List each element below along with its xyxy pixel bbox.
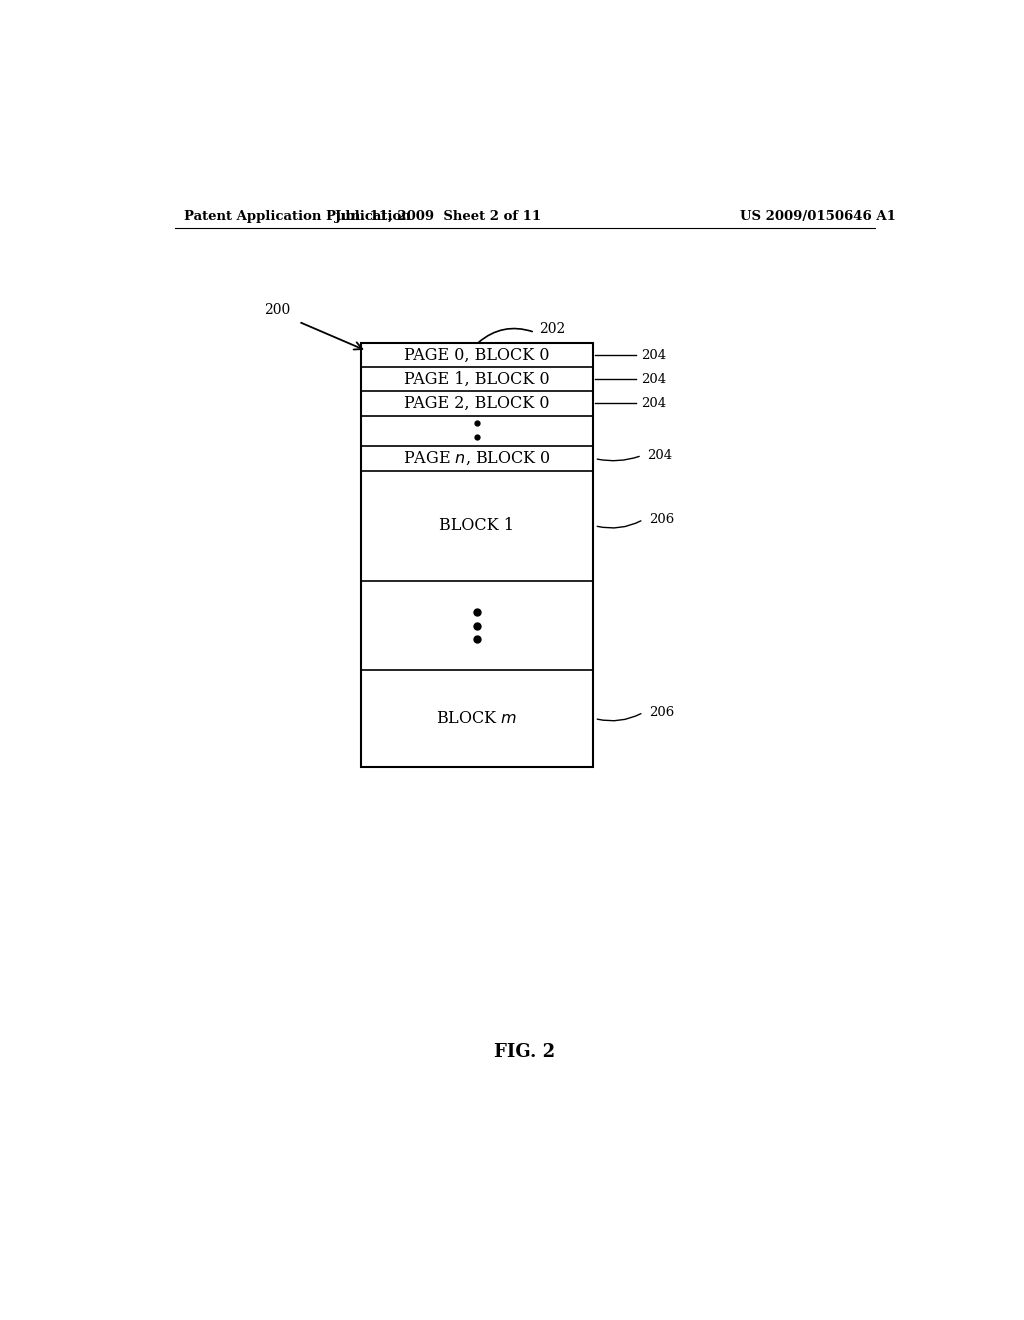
- Text: 204: 204: [641, 348, 667, 362]
- Text: 206: 206: [649, 513, 674, 527]
- Text: Jun. 11, 2009  Sheet 2 of 11: Jun. 11, 2009 Sheet 2 of 11: [335, 210, 541, 223]
- Text: PAGE $\mathit{n}$, BLOCK 0: PAGE $\mathit{n}$, BLOCK 0: [402, 450, 551, 467]
- Text: PAGE 2, BLOCK 0: PAGE 2, BLOCK 0: [404, 395, 550, 412]
- Text: BLOCK $\mathit{m}$: BLOCK $\mathit{m}$: [436, 710, 517, 727]
- Text: PAGE 1, BLOCK 0: PAGE 1, BLOCK 0: [403, 371, 550, 388]
- Text: 204: 204: [647, 449, 673, 462]
- Text: 200: 200: [263, 304, 290, 317]
- Text: 202: 202: [539, 322, 565, 337]
- Text: US 2009/0150646 A1: US 2009/0150646 A1: [740, 210, 896, 223]
- Text: BLOCK 1: BLOCK 1: [439, 517, 514, 535]
- Bar: [360, 343, 593, 767]
- Text: 204: 204: [641, 372, 667, 385]
- Text: PAGE 0, BLOCK 0: PAGE 0, BLOCK 0: [404, 347, 550, 364]
- Text: FIG. 2: FIG. 2: [495, 1043, 555, 1060]
- Text: 204: 204: [641, 397, 667, 411]
- Text: 206: 206: [649, 706, 674, 719]
- Text: Patent Application Publication: Patent Application Publication: [183, 210, 411, 223]
